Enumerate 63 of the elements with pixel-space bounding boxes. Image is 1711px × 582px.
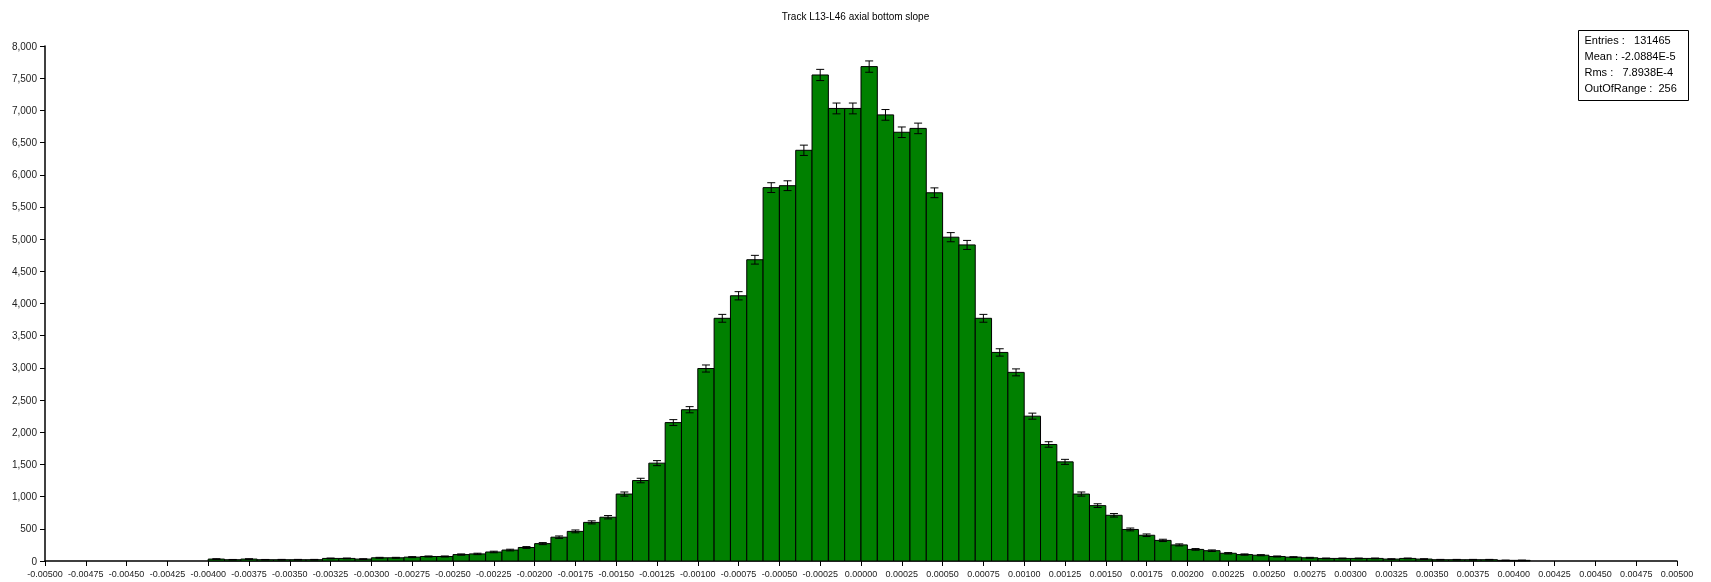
x-tick-label: -0.00225: [476, 568, 512, 579]
x-tick-label: -0.00300: [353, 568, 390, 579]
x-tick-label: -0.00400: [190, 568, 226, 579]
x-tick-label: -0.00425: [149, 568, 186, 579]
x-tick-label: 0.00125: [1048, 568, 1082, 579]
text: Entries : 131465: [1584, 34, 1671, 46]
y-tick-label: 2,000: [11, 426, 38, 438]
x-tick-label: -0.00200: [516, 568, 553, 579]
x-tick-label: 0.00225: [1211, 568, 1245, 579]
x-tick-label: -0.00250: [435, 568, 471, 579]
x-tick-label: -0.00125: [639, 568, 675, 579]
y-tick-label: 3,500: [11, 330, 38, 342]
y-tick-label: 2,500: [11, 394, 38, 406]
y-tick-label: 1,500: [11, 458, 38, 470]
y-tick-label: 3,000: [11, 362, 38, 374]
x-tick-label: -0.00450: [108, 568, 145, 579]
y-tick-label: 5,500: [11, 201, 38, 213]
y-tick-label: 4,000: [11, 298, 38, 309]
y-tick-label: 8,000: [11, 40, 38, 52]
x-tick-label: 0.00175: [1130, 568, 1163, 579]
y-tick-label: 7,500: [11, 72, 38, 84]
x-tick-label: 0.00450: [1579, 568, 1612, 579]
x-tick-label: 0.00050: [926, 568, 959, 579]
x-tick-label: 0.00325: [1375, 568, 1408, 579]
x-tick-label: 0.00400: [1497, 568, 1531, 579]
x-tick-label: -0.00050: [761, 568, 798, 579]
x-tick-label: 0.00375: [1456, 568, 1490, 579]
y-tick-label: 6,500: [11, 137, 38, 149]
x-tick-label: -0.00075: [720, 568, 757, 579]
x-tick-label: 0.00075: [967, 568, 1000, 579]
x-tick-label: 0.00000: [844, 568, 878, 579]
x-tick-label: -0.00475: [68, 568, 104, 579]
y-tick-label: 0: [31, 555, 38, 567]
annotation: OutOfRange : 256: [1584, 82, 1677, 94]
annotation: Mean : -2.0884E-5: [1584, 50, 1676, 62]
x-tick-label: -0.00175: [557, 568, 594, 579]
y-tick-label: 5,000: [11, 233, 38, 245]
x-tick-label: -0.00100: [680, 568, 716, 579]
x-tick-label: 0.00275: [1293, 568, 1327, 579]
x-tick-label: 0.00100: [1007, 568, 1041, 579]
chart-title: Track L13-L46 axial bottom slope: [781, 10, 930, 22]
x-tick-label: -0.00375: [231, 568, 267, 579]
annotation: Rms : 7.8938E-4: [1584, 66, 1674, 78]
x-tick-label: 0.00500: [1660, 568, 1694, 579]
x-tick-label: -0.00350: [272, 568, 308, 579]
y-tick-label: 7,000: [11, 104, 38, 116]
x-tick-label: 0.00425: [1538, 568, 1571, 579]
x-tick-label: -0.00275: [394, 568, 430, 579]
y-tick-label: 6,000: [11, 169, 38, 181]
x-tick-label: -0.00025: [802, 568, 838, 579]
x-tick-label: 0.00150: [1089, 568, 1123, 579]
x-tick-label: 0.00250: [1252, 568, 1286, 579]
x-tick-label: 0.00350: [1415, 568, 1449, 579]
y-tick-label: 4,500: [11, 265, 38, 277]
x-tick-label: -0.00500: [27, 568, 63, 579]
x-tick-label: -0.00325: [312, 568, 349, 579]
x-tick-label: 0.00200: [1171, 568, 1204, 579]
x-tick-label: 0.00025: [885, 568, 919, 579]
y-tick-label: 500: [20, 523, 38, 535]
x-tick-label: -0.00150: [598, 568, 634, 579]
x-tick-label: 0.00475: [1619, 568, 1653, 579]
x-tick-label: 0.00300: [1334, 568, 1367, 579]
y-tick-label: 1,000: [11, 491, 38, 503]
